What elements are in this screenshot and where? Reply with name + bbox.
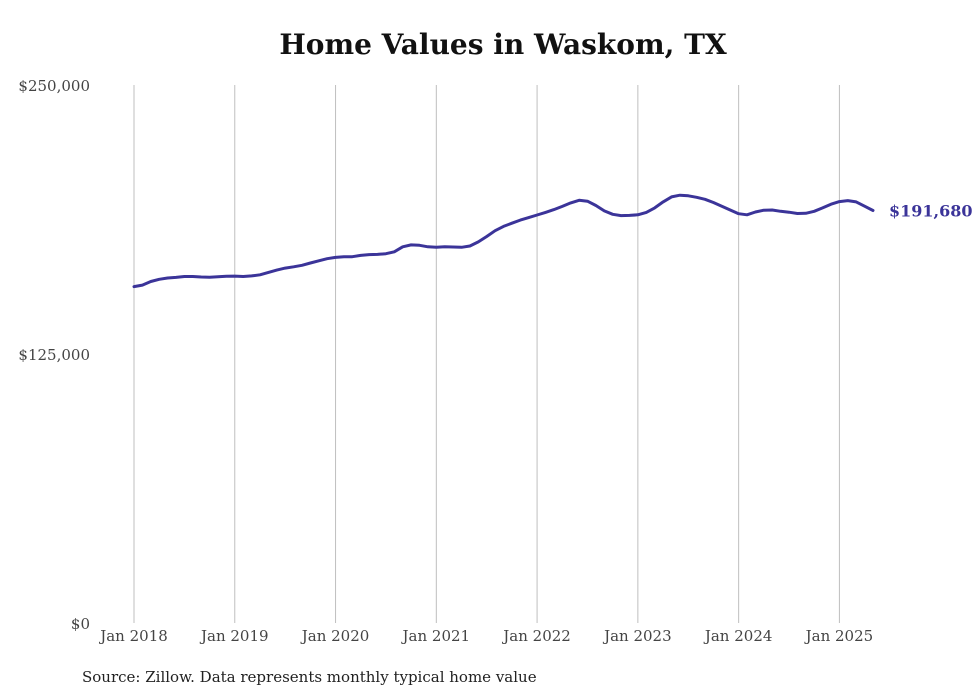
x-tick-label: Jan 2019 <box>199 627 269 645</box>
series-line <box>132 193 875 289</box>
x-tick-label: Jan 2025 <box>804 627 874 645</box>
end-value-label: $191,680 <box>889 202 973 221</box>
y-tick-label: $0 <box>71 615 90 633</box>
x-axis: Jan 2018 Jan 2019 Jan 2020 Jan 2021 Jan 2022… <box>98 627 873 645</box>
chart-title: Home Values in Waskom, TX <box>279 28 727 61</box>
x-tick-label: Jan 2023 <box>602 627 672 645</box>
chart-plot: $0$125,000$250,000 Jan 2018 Jan 2019 Jan 2… <box>18 77 973 645</box>
x-tick-label: Jan 2020 <box>300 627 370 645</box>
source-note: Source: Zillow. Data represents monthly … <box>82 668 537 686</box>
x-tick-label: Jan 2018 <box>98 627 168 645</box>
x-tick-label: Jan 2024 <box>703 627 773 645</box>
x-tick-label: Jan 2021 <box>401 627 471 645</box>
label-layer: $191,680 <box>889 202 973 221</box>
y-tick-label: $250,000 <box>18 77 90 95</box>
x-tick-label: Jan 2022 <box>501 627 571 645</box>
y-axis: $0 $125,000 $250,000 <box>18 77 90 633</box>
grid-layer <box>133 85 840 623</box>
series-layer <box>132 193 875 289</box>
y-tick-label: $125,000 <box>18 346 90 364</box>
